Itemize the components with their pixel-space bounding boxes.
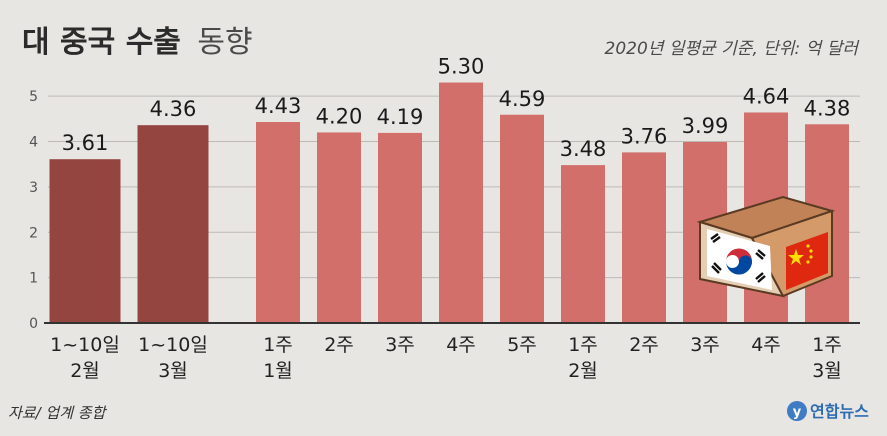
x-tick-label: 4주 [751, 334, 781, 356]
data-label: 4.20 [316, 104, 363, 128]
data-label: 4.59 [499, 87, 546, 111]
brand-logo-text: 연합뉴스 [810, 402, 869, 421]
chart-title-bold: 대 중국 수출 [22, 25, 181, 60]
brand-logo: y 연합뉴스 [787, 401, 869, 421]
bar [622, 152, 666, 323]
y-tick-label: 3 [29, 180, 38, 196]
y-axis-ticks: 0 1 2 3 4 5 [29, 89, 38, 332]
y-tick-label: 1 [29, 271, 38, 287]
x-tick-label: 1~10일 [50, 334, 120, 356]
bar [317, 132, 361, 323]
x-tick-label: 4주 [446, 334, 476, 356]
data-label: 3.61 [62, 131, 109, 155]
y-tick-label: 0 [29, 316, 38, 332]
box-illustration [696, 195, 836, 298]
x-tick-label: 3월 [812, 360, 842, 382]
x-tick-label: 1~10일 [138, 334, 208, 356]
x-tick-label: 3주 [385, 334, 415, 356]
chart-subtitle: 2020년 일평균 기준, 단위: 억 달러 [605, 39, 860, 59]
data-label: 4.38 [804, 96, 851, 120]
data-label: 5.30 [438, 55, 485, 79]
data-label: 3.48 [560, 137, 607, 161]
brand-logo-mark: y [793, 405, 802, 420]
data-label: 4.36 [150, 97, 197, 121]
y-tick-label: 4 [29, 135, 38, 151]
data-label: 4.43 [255, 94, 302, 118]
bar [137, 125, 209, 324]
bar [439, 82, 483, 323]
x-tick-label: 2주 [324, 334, 354, 356]
x-tick-label: 1주 [812, 334, 842, 356]
data-label: 3.76 [621, 124, 668, 148]
chart-title-light: 동향 [197, 25, 252, 60]
x-tick-label: 3월 [158, 360, 188, 382]
x-tick-label: 5주 [507, 334, 537, 356]
x-tick-label: 2주 [629, 334, 659, 356]
bar [256, 122, 300, 323]
data-label: 4.19 [377, 105, 424, 129]
data-label: 4.64 [743, 84, 790, 108]
y-tick-label: 2 [29, 225, 38, 241]
bar [378, 132, 422, 323]
bar [49, 159, 121, 323]
x-axis-categories: 1~10일 2월 1~10일 3월 1주 1월 2주 3주 4주 5주 1주 2월 2주 3주 4주 1주 3월 [50, 334, 842, 382]
x-tick-label: 2월 [568, 360, 598, 382]
korea-flag-icon [707, 229, 772, 290]
x-tick-label: 1월 [263, 360, 293, 382]
x-tick-label: 1주 [568, 334, 598, 356]
bar [561, 165, 605, 323]
bar [500, 114, 544, 323]
china-flag-icon [786, 232, 828, 290]
x-tick-label: 1주 [263, 334, 293, 356]
data-label: 3.99 [682, 114, 729, 138]
chart-title: 대 중국 수출 동향 [22, 25, 253, 60]
brand-logo-icon [787, 401, 807, 421]
x-tick-label: 3주 [690, 334, 720, 356]
data-labels: 3.61 4.36 4.43 4.20 4.19 5.30 4.59 3.48 3.76 3.99… [62, 55, 851, 162]
x-tick-label: 2월 [70, 360, 100, 382]
source-note: 자료/ 업계 종합 [8, 404, 108, 422]
y-tick-label: 5 [29, 89, 38, 105]
